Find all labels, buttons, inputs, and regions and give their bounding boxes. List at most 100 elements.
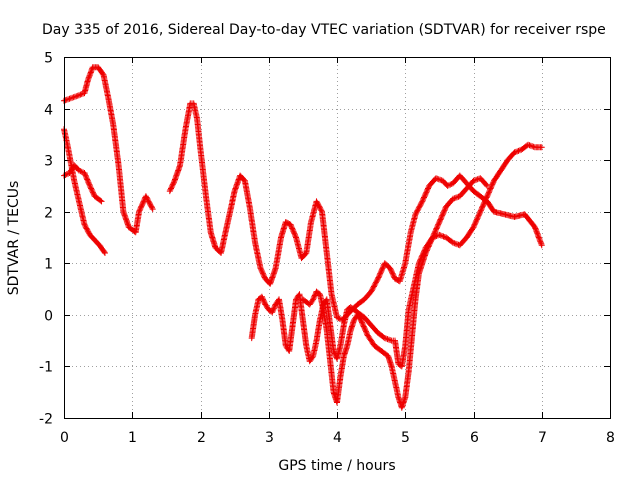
data-point — [538, 242, 545, 249]
data-point — [144, 197, 151, 204]
data-point — [89, 188, 96, 195]
data-point — [477, 208, 484, 215]
data-point — [259, 295, 266, 302]
data-point — [430, 233, 437, 240]
data-point — [434, 224, 441, 231]
data-point — [374, 275, 381, 282]
tick-layer — [64, 57, 611, 419]
data-point — [471, 221, 478, 228]
data-point — [168, 184, 175, 191]
data-point — [413, 208, 420, 215]
data-point — [318, 207, 325, 214]
data-point — [370, 284, 377, 291]
data-point — [474, 215, 481, 222]
data-point — [447, 181, 454, 188]
data-point — [97, 197, 104, 204]
x-tick-label: 1 — [128, 430, 137, 446]
data-point — [311, 293, 318, 300]
data-point — [389, 269, 395, 276]
data-point — [423, 248, 430, 255]
data-point — [310, 296, 317, 303]
data-point — [412, 211, 419, 218]
x-tick-label: 7 — [538, 430, 547, 446]
series-track-f — [299, 175, 491, 411]
data-point — [427, 238, 434, 245]
data-point — [486, 188, 493, 195]
data-point — [425, 244, 431, 251]
data-point — [483, 181, 490, 188]
data-point — [376, 273, 383, 280]
data-point — [477, 207, 484, 214]
data-point — [89, 189, 96, 196]
data-point — [433, 225, 440, 232]
data-point — [314, 199, 321, 206]
data-point — [487, 186, 493, 193]
x-tick-label: 0 — [60, 430, 69, 446]
data-point — [82, 222, 89, 229]
data-point — [371, 282, 378, 289]
data-point — [417, 202, 424, 209]
data-point — [390, 271, 397, 278]
data-point — [142, 193, 149, 200]
data-point — [309, 297, 316, 304]
data-point — [438, 213, 445, 220]
data-point — [437, 216, 444, 223]
data-point — [482, 197, 489, 204]
data-point — [76, 167, 82, 174]
data-point — [101, 248, 108, 255]
data-point — [67, 95, 74, 102]
y-tick-label: 0 — [44, 309, 53, 325]
data-point — [316, 204, 323, 211]
data-point — [444, 182, 451, 189]
x-tick-label: 3 — [265, 430, 274, 446]
x-tick-label: 4 — [333, 430, 342, 446]
data-point — [479, 203, 486, 210]
data-point — [432, 228, 439, 235]
y-tick-label: -2 — [39, 412, 53, 428]
data-point — [288, 222, 295, 229]
data-point — [372, 279, 379, 286]
data-point — [88, 186, 95, 193]
data-point — [417, 201, 424, 207]
data-point — [143, 194, 150, 201]
data-point — [363, 328, 369, 335]
marks-layer — [61, 64, 545, 411]
data-point — [428, 237, 435, 244]
data-point — [82, 224, 89, 231]
data-point — [387, 266, 394, 273]
data-point — [145, 198, 152, 205]
data-point — [419, 198, 426, 205]
series-track-b — [61, 162, 105, 205]
data-point — [138, 203, 145, 210]
plot-frame — [64, 57, 611, 419]
data-point — [88, 185, 95, 192]
data-point — [359, 319, 365, 326]
data-point — [334, 314, 340, 321]
x-tick-labels: 0 1 2 3 4 5 6 7 8 — [60, 430, 615, 446]
data-point — [258, 293, 265, 300]
data-point — [261, 273, 268, 280]
data-point — [481, 199, 488, 206]
data-point — [136, 207, 143, 214]
data-point — [335, 315, 342, 322]
data-point — [169, 182, 176, 189]
data-point — [258, 266, 265, 273]
y-tick-labels: -2 -1 0 1 2 3 4 5 — [39, 51, 53, 428]
data-point — [81, 221, 88, 228]
data-point — [76, 92, 82, 99]
data-point — [485, 190, 492, 197]
data-point — [420, 195, 427, 202]
data-point — [439, 211, 446, 218]
series-track-a — [61, 64, 156, 236]
data-point — [171, 179, 177, 186]
data-point — [167, 186, 174, 193]
data-point — [441, 207, 448, 214]
data-point — [484, 192, 491, 198]
data-point — [362, 327, 369, 334]
data-point — [425, 185, 431, 192]
data-point — [424, 186, 431, 193]
data-point — [166, 188, 173, 195]
data-point — [138, 202, 145, 209]
data-point — [82, 171, 88, 178]
y-axis-label: SDTVAR / TECUs — [6, 181, 22, 296]
